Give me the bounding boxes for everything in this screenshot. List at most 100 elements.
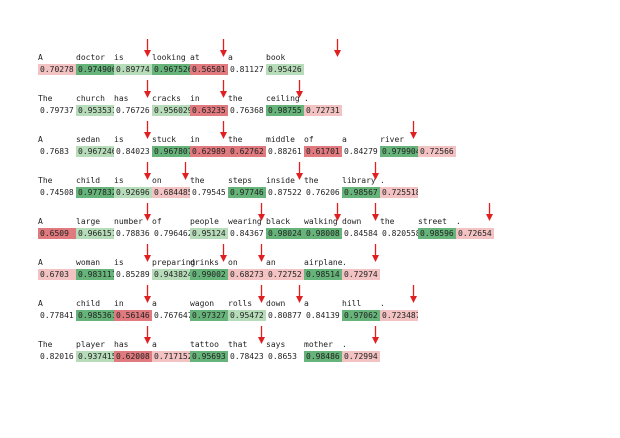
token-score: 0.87522: [266, 187, 304, 198]
token-score: 0.84584: [342, 228, 380, 239]
token-word: A: [38, 217, 43, 226]
token-word: is: [114, 176, 124, 185]
down-arrow-icon: [182, 162, 189, 180]
token-word: child: [76, 176, 101, 185]
token-score: 0.85289: [114, 269, 152, 280]
token-word: preparing: [152, 258, 196, 267]
token-score: 0.79545: [190, 187, 228, 198]
token-score: 0.98755: [266, 105, 304, 116]
down-arrow-icon: [372, 203, 379, 221]
token-word: of: [304, 135, 314, 144]
token-score: 0.98024: [266, 228, 304, 239]
token-score: 0.98567: [342, 187, 380, 198]
token-word: down: [266, 299, 286, 308]
token-score: 0.684485: [152, 187, 190, 198]
token-score: 0.97062: [342, 310, 380, 321]
token-word: ceiling: [266, 94, 300, 103]
token-score: 0.62989: [190, 146, 228, 157]
token-word: walking: [304, 217, 338, 226]
token-score: 0.98008: [304, 228, 342, 239]
down-arrow-icon: [486, 203, 493, 221]
token-score: 0.68273: [228, 269, 266, 280]
token-score: 0.72994: [342, 351, 380, 362]
token-score: 0.56146: [114, 310, 152, 321]
token-word: number: [114, 217, 143, 226]
down-arrow-icon: [258, 244, 265, 262]
token-score: 0.767647: [152, 310, 190, 321]
token-word: in: [114, 299, 124, 308]
token-word: player: [76, 340, 105, 349]
token-score: 0.74508: [38, 187, 76, 198]
down-arrow-icon: [144, 244, 151, 262]
token-word: the: [228, 94, 243, 103]
token-word: a: [342, 135, 347, 144]
token-word: the: [228, 135, 243, 144]
token-word: is: [114, 258, 124, 267]
down-arrow-icon: [296, 162, 303, 180]
token-word: down: [342, 217, 362, 226]
token-word: doctor: [76, 53, 105, 62]
down-arrow-icon: [258, 326, 265, 344]
token-word: a: [304, 299, 309, 308]
token-score: 0.61701: [304, 146, 342, 157]
token-score: 0.98486: [304, 351, 342, 362]
token-score: 0.95124: [190, 228, 228, 239]
token-word: river: [380, 135, 405, 144]
token-score: 0.974906: [76, 64, 114, 75]
token-word: black: [266, 217, 291, 226]
token-score: 0.70278: [38, 64, 76, 75]
token-word: A: [38, 258, 43, 267]
token-word: an: [266, 258, 276, 267]
down-arrow-icon: [144, 39, 151, 57]
down-arrow-icon: [144, 162, 151, 180]
token-word: of: [152, 217, 162, 226]
token-word: sedan: [76, 135, 101, 144]
token-score: 0.81127: [228, 64, 266, 75]
down-arrow-icon: [296, 285, 303, 303]
token-word: cracks: [152, 94, 181, 103]
token-score: 0.985361: [76, 310, 114, 321]
token-score: 0.937415: [76, 351, 114, 362]
token-word: inside: [266, 176, 295, 185]
token-word: on: [228, 258, 238, 267]
token-score: 0.88261: [266, 146, 304, 157]
token-score: [304, 64, 342, 75]
token-score: 0.98596: [418, 228, 456, 239]
token-word: street: [418, 217, 447, 226]
token-score: 0.84023: [114, 146, 152, 157]
token-word: in: [190, 135, 200, 144]
token-word: in: [190, 94, 200, 103]
token-score: 0.77841: [38, 310, 76, 321]
token-score: 0.78423: [228, 351, 266, 362]
token-word: rolls: [228, 299, 253, 308]
token-score: 0.89774: [114, 64, 152, 75]
down-arrow-icon: [258, 285, 265, 303]
token-word: tattoo: [190, 340, 219, 349]
token-score: 0.56501: [190, 64, 228, 75]
token-word: steps: [228, 176, 253, 185]
token-word: a: [228, 53, 233, 62]
token-score: 0.8653: [266, 351, 304, 362]
token-word: at: [190, 53, 200, 62]
token-word: The: [38, 340, 53, 349]
token-score: 0.95472: [228, 310, 266, 321]
down-arrow-icon: [144, 326, 151, 344]
token-word: hill: [342, 299, 362, 308]
token-score: 0.72566: [418, 146, 456, 157]
down-arrow-icon: [334, 39, 341, 57]
token-score: 0.966151: [76, 228, 114, 239]
down-arrow-icon: [372, 326, 379, 344]
token-word: child: [76, 299, 101, 308]
token-score: 0.84279: [342, 146, 380, 157]
down-arrow-icon: [372, 244, 379, 262]
token-score: 0.956029: [152, 105, 190, 116]
token-score: 0.62008: [114, 351, 152, 362]
down-arrow-icon: [220, 121, 227, 139]
token-word: .: [342, 340, 347, 349]
token-word: A: [38, 53, 43, 62]
token-score: 0.979904: [380, 146, 418, 157]
token-score: 0.72752: [266, 269, 304, 280]
token-score: 0.76726: [114, 105, 152, 116]
token-word: wearing: [228, 217, 262, 226]
